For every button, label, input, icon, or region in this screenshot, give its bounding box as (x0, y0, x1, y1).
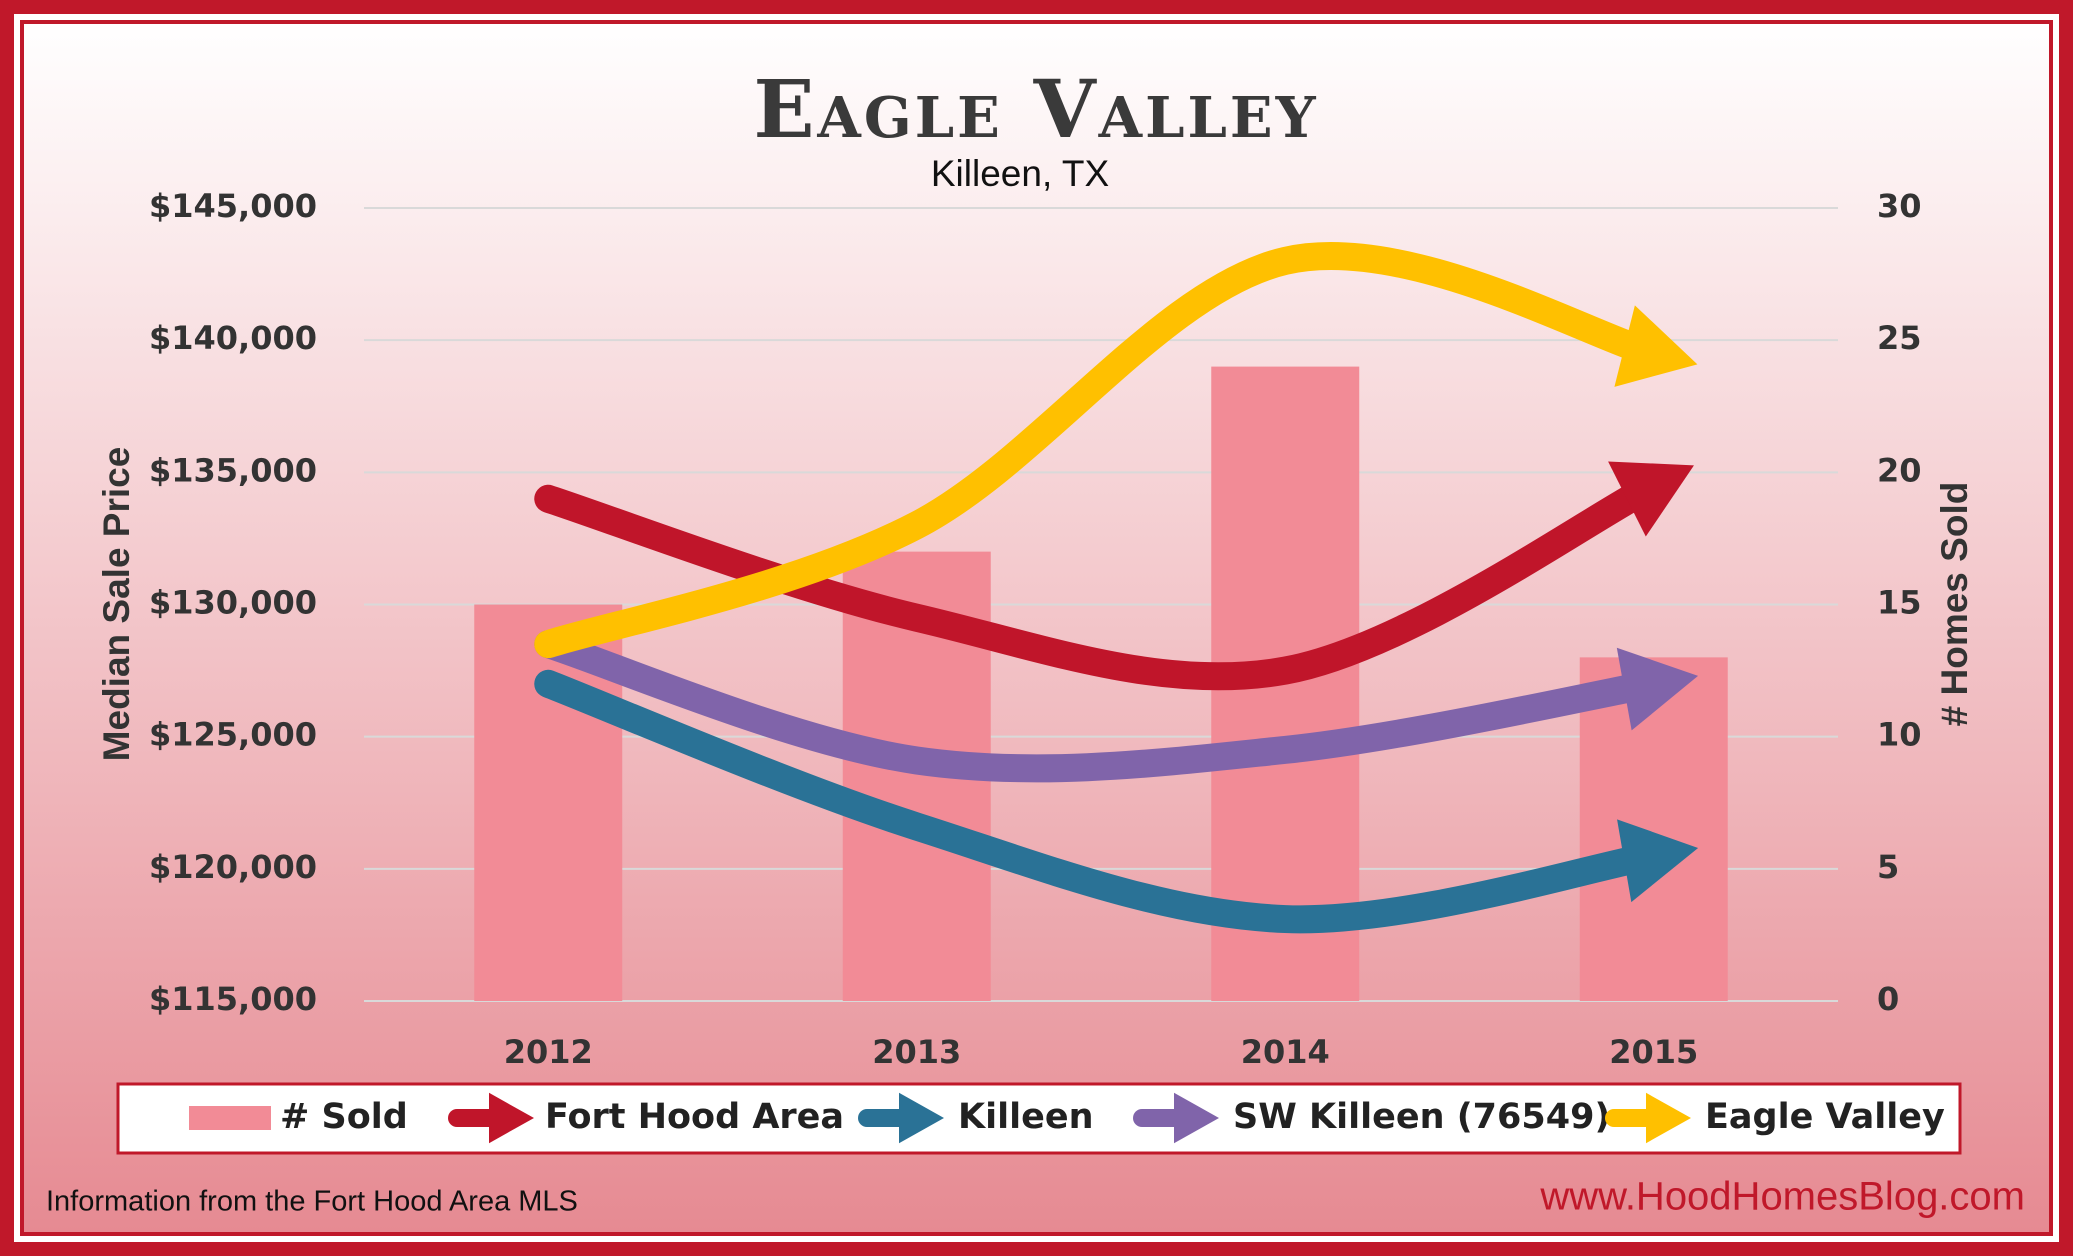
y2-tick-label: 15 (1877, 584, 1922, 622)
website: www.HoodHomesBlog.com (1539, 1175, 2025, 1219)
y2-tick-label: 0 (1877, 980, 1899, 1018)
y-tick-label: $130,000 (149, 584, 317, 622)
y2-axis-title: # Homes Sold (1934, 482, 1975, 727)
x-tick-label: 2013 (872, 1033, 961, 1071)
x-tick-label: 2015 (1609, 1033, 1698, 1071)
y2-tick-label: 30 (1877, 187, 1922, 225)
x-tick-label: 2012 (504, 1033, 593, 1071)
arrow-head (1617, 819, 1699, 903)
legend-label: Eagle Valley (1705, 1097, 1945, 1137)
y2-tick-label: 10 (1877, 716, 1922, 754)
arrow-head (1616, 647, 1699, 731)
arrow-head (1614, 305, 1698, 387)
line (534, 669, 1668, 934)
y-tick-label: $125,000 (149, 716, 317, 754)
y-tick-label: $120,000 (149, 848, 317, 886)
chart-title: Eagle Valley (753, 62, 1318, 156)
line (534, 242, 1668, 659)
y-axis-title: Median Sale Price (96, 447, 137, 762)
y-tick-label: $135,000 (149, 451, 317, 489)
y-tick-label: $115,000 (149, 980, 317, 1018)
source-note: Information from the Fort Hood Area MLS (46, 1186, 578, 1218)
legend-arrow-head (899, 1092, 944, 1144)
background (20, 20, 2053, 1236)
legend-swatch (189, 1106, 271, 1130)
y2-tick-label: 5 (1877, 848, 1899, 886)
y-tick-label: $145,000 (149, 187, 317, 225)
arrow-head (1608, 461, 1694, 537)
legend-arrow-head (1646, 1092, 1691, 1144)
chart-subtitle: Killeen, TX (931, 153, 1109, 194)
y2-tick-label: 20 (1877, 451, 1922, 489)
legend-label: Killeen (958, 1097, 1094, 1137)
legend-label: # Sold (280, 1097, 408, 1137)
legend-label: SW Killeen (76549) (1233, 1097, 1610, 1137)
x-tick-label: 2014 (1241, 1033, 1330, 1071)
legend-label: Fort Hood Area (545, 1097, 844, 1137)
line (534, 630, 1668, 783)
line (534, 471, 1668, 691)
bar (1579, 657, 1728, 1001)
legend-arrow-head (489, 1092, 534, 1144)
y-tick-label: $140,000 (149, 319, 317, 357)
legend-arrow-head (1174, 1092, 1219, 1144)
y2-tick-label: 25 (1877, 319, 1922, 357)
